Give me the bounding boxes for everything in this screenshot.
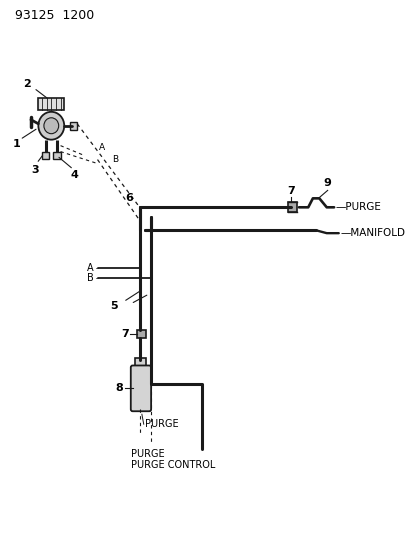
Text: PURGE: PURGE xyxy=(131,449,164,459)
Bar xyxy=(137,330,146,337)
Text: 8: 8 xyxy=(115,383,123,393)
Bar xyxy=(135,358,146,367)
Bar xyxy=(287,203,297,212)
Text: 9: 9 xyxy=(323,179,331,188)
Text: 7: 7 xyxy=(286,187,294,196)
Text: B: B xyxy=(87,273,94,283)
Text: A: A xyxy=(99,143,105,152)
Text: 1: 1 xyxy=(12,139,20,149)
Text: —PURGE: —PURGE xyxy=(335,203,381,212)
Circle shape xyxy=(38,112,64,140)
FancyBboxPatch shape xyxy=(131,366,151,411)
Text: 7: 7 xyxy=(121,329,128,338)
Text: A: A xyxy=(87,263,94,273)
Text: —MANIFOLD: —MANIFOLD xyxy=(340,228,405,238)
Bar xyxy=(53,151,60,158)
Text: 4: 4 xyxy=(70,171,78,181)
Bar xyxy=(42,151,49,158)
Text: B: B xyxy=(112,155,118,164)
Text: PURGE CONTROL: PURGE CONTROL xyxy=(131,460,215,470)
Text: 93125  1200: 93125 1200 xyxy=(15,9,94,22)
Circle shape xyxy=(44,118,59,134)
Text: PURGE: PURGE xyxy=(144,419,178,429)
Text: 5: 5 xyxy=(110,301,118,311)
Text: 2: 2 xyxy=(24,79,31,89)
Text: 6: 6 xyxy=(124,193,132,204)
Text: 3: 3 xyxy=(31,165,38,174)
Bar xyxy=(38,98,64,110)
Bar xyxy=(70,122,77,130)
